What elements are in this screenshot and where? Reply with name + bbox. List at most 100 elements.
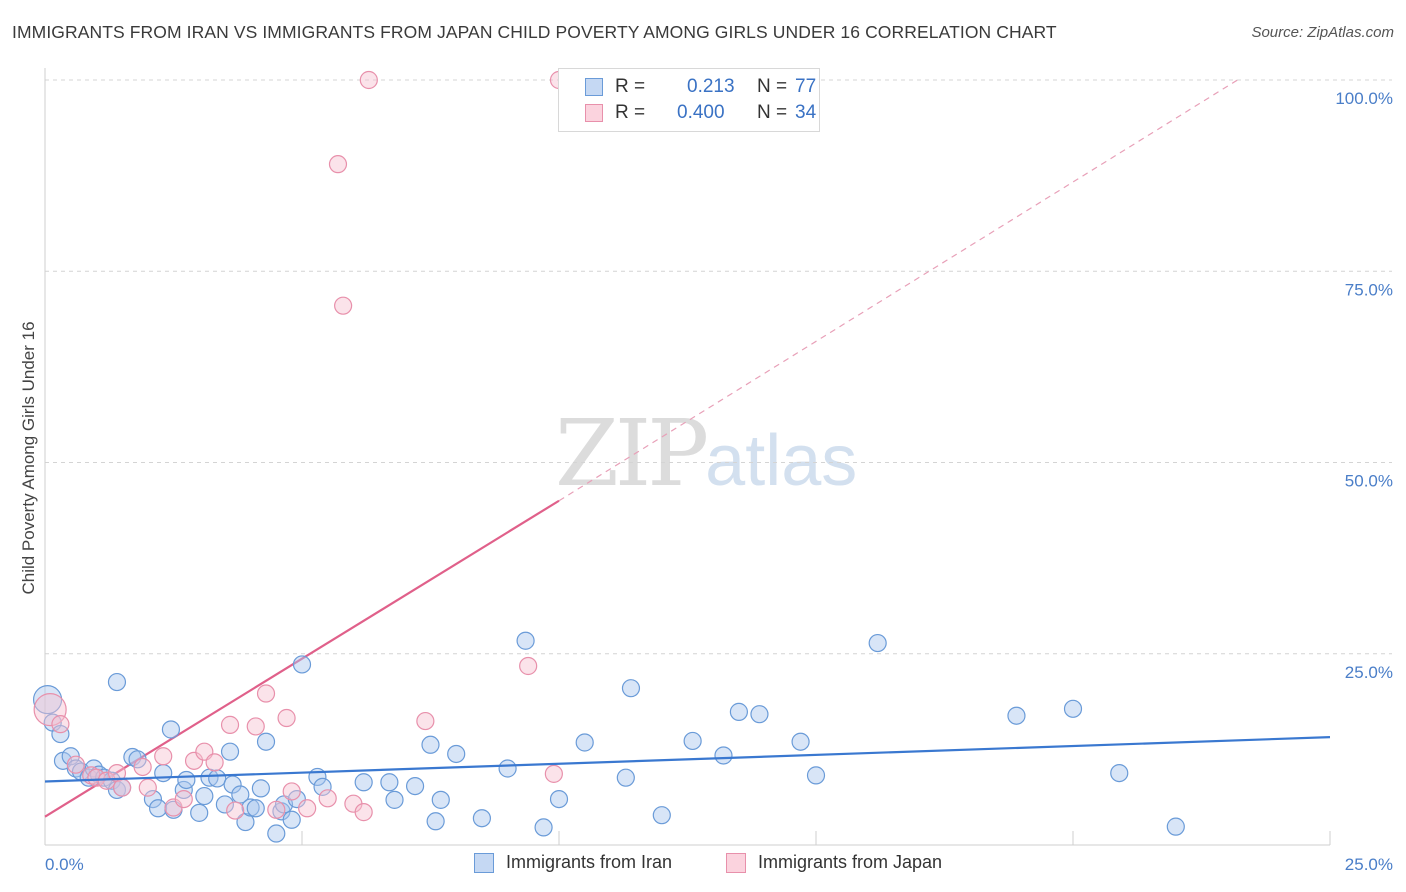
iran-point	[354, 773, 373, 792]
legend-n-label: N =	[757, 76, 788, 97]
legend-swatch-iran	[585, 78, 603, 96]
japan-trend-extension	[558, 79, 1238, 502]
watermark-atlas: atlas	[705, 421, 858, 501]
iran-point	[154, 763, 173, 783]
japan-point	[184, 751, 204, 770]
iran-point	[714, 746, 733, 765]
iran-point	[241, 798, 260, 817]
iran-point	[498, 759, 517, 778]
y-axis-label: Child Poverty Among Girls Under 16	[19, 321, 38, 594]
iran-point	[143, 789, 163, 809]
legend-r-value-iran: 0.213	[687, 76, 735, 97]
japan-point	[154, 747, 173, 766]
iran-point	[516, 631, 535, 650]
iran-point	[447, 744, 466, 764]
japan-point	[277, 708, 296, 728]
axes	[44, 68, 1331, 846]
iran-point	[405, 776, 425, 796]
iran-point	[313, 777, 332, 796]
iran-point	[251, 779, 270, 798]
iran-point	[652, 806, 671, 825]
bottom-legend-label-iran: Immigrants from Iran	[506, 852, 673, 872]
legend-r-label: R =	[615, 76, 646, 97]
watermark: ZIPatlas	[555, 400, 857, 507]
japan-point	[138, 778, 157, 797]
legend-n-value-japan: 34	[795, 102, 817, 123]
iran-point	[66, 759, 85, 778]
japan-trend-group	[44, 79, 1238, 818]
iran-point	[431, 790, 450, 809]
iran-point	[1063, 699, 1083, 718]
x-tick-label-min: 0.0%	[45, 855, 84, 874]
iran-trend-line	[44, 736, 1331, 783]
japan-point	[416, 711, 435, 731]
japan-point	[246, 717, 265, 736]
japan-point	[334, 296, 353, 315]
iran-point	[1007, 706, 1026, 725]
iran-point	[190, 803, 209, 822]
iran-point	[385, 790, 404, 809]
y-tick-label: 100.0%	[1335, 89, 1393, 108]
iran-point	[148, 799, 168, 818]
iran-point	[534, 818, 553, 837]
iran-point	[549, 789, 569, 809]
iran-point	[79, 768, 98, 787]
iran-point	[256, 732, 276, 751]
japan-point	[220, 715, 240, 734]
legend-n-value-iran: 77	[795, 76, 817, 97]
japan-point	[51, 715, 70, 734]
japan-point	[33, 692, 67, 727]
iran-point	[750, 705, 769, 724]
japan-point	[298, 799, 317, 818]
legend-n-label: N =	[757, 102, 788, 123]
iran-point	[231, 785, 250, 804]
iran-point	[868, 633, 887, 653]
legend-r-label: R =	[615, 102, 646, 123]
x-tick-label-max: 25.0%	[1345, 855, 1393, 874]
japan-point	[256, 684, 276, 703]
iran-point	[161, 720, 181, 739]
japan-point	[282, 782, 301, 801]
iran-point	[380, 773, 399, 792]
japan-point	[519, 656, 538, 676]
japan-point	[544, 764, 563, 783]
japan-point	[133, 757, 152, 777]
japan-point	[328, 155, 348, 174]
iran-point	[683, 731, 702, 751]
bottom-legend-label-japan: Immigrants from Japan	[758, 852, 943, 872]
japan-point	[354, 803, 373, 822]
iran-point	[267, 824, 286, 843]
japan-point	[318, 789, 337, 808]
iran-point	[195, 786, 214, 806]
iran-point	[1110, 763, 1129, 783]
japan-point	[359, 70, 378, 90]
iran-point	[806, 766, 826, 785]
y-tick-label: 25.0%	[1345, 663, 1393, 682]
iran-point	[472, 809, 491, 828]
y-tick-label: 50.0%	[1345, 472, 1393, 491]
japan-point	[66, 755, 85, 774]
iran-trend-group	[44, 736, 1331, 783]
iran-point	[426, 812, 445, 831]
iran-points	[32, 631, 1185, 843]
tick-labels: 25.0% 50.0% 75.0% 100.0% 0.0% 25.0%	[45, 89, 1393, 874]
iran-point	[177, 770, 196, 790]
iran-point	[575, 733, 594, 752]
bottom-legend-swatch-iran	[474, 853, 494, 873]
iran-point	[1166, 817, 1185, 836]
iran-point	[791, 732, 810, 751]
iran-point	[729, 702, 749, 721]
japan-point	[112, 778, 132, 797]
chart-title: IMMIGRANTS FROM IRAN VS IMMIGRANTS FROM …	[12, 22, 1057, 42]
iran-point	[616, 768, 635, 787]
iran-point	[215, 795, 234, 814]
iran-point	[51, 724, 70, 744]
japan-points	[33, 70, 569, 822]
y-tick-label: 75.0%	[1345, 280, 1393, 299]
japan-point	[205, 753, 224, 772]
legend-r-value-japan: 0.400	[677, 102, 725, 123]
iran-point	[421, 735, 440, 754]
japan-point	[174, 789, 193, 809]
iran-point	[246, 799, 265, 818]
